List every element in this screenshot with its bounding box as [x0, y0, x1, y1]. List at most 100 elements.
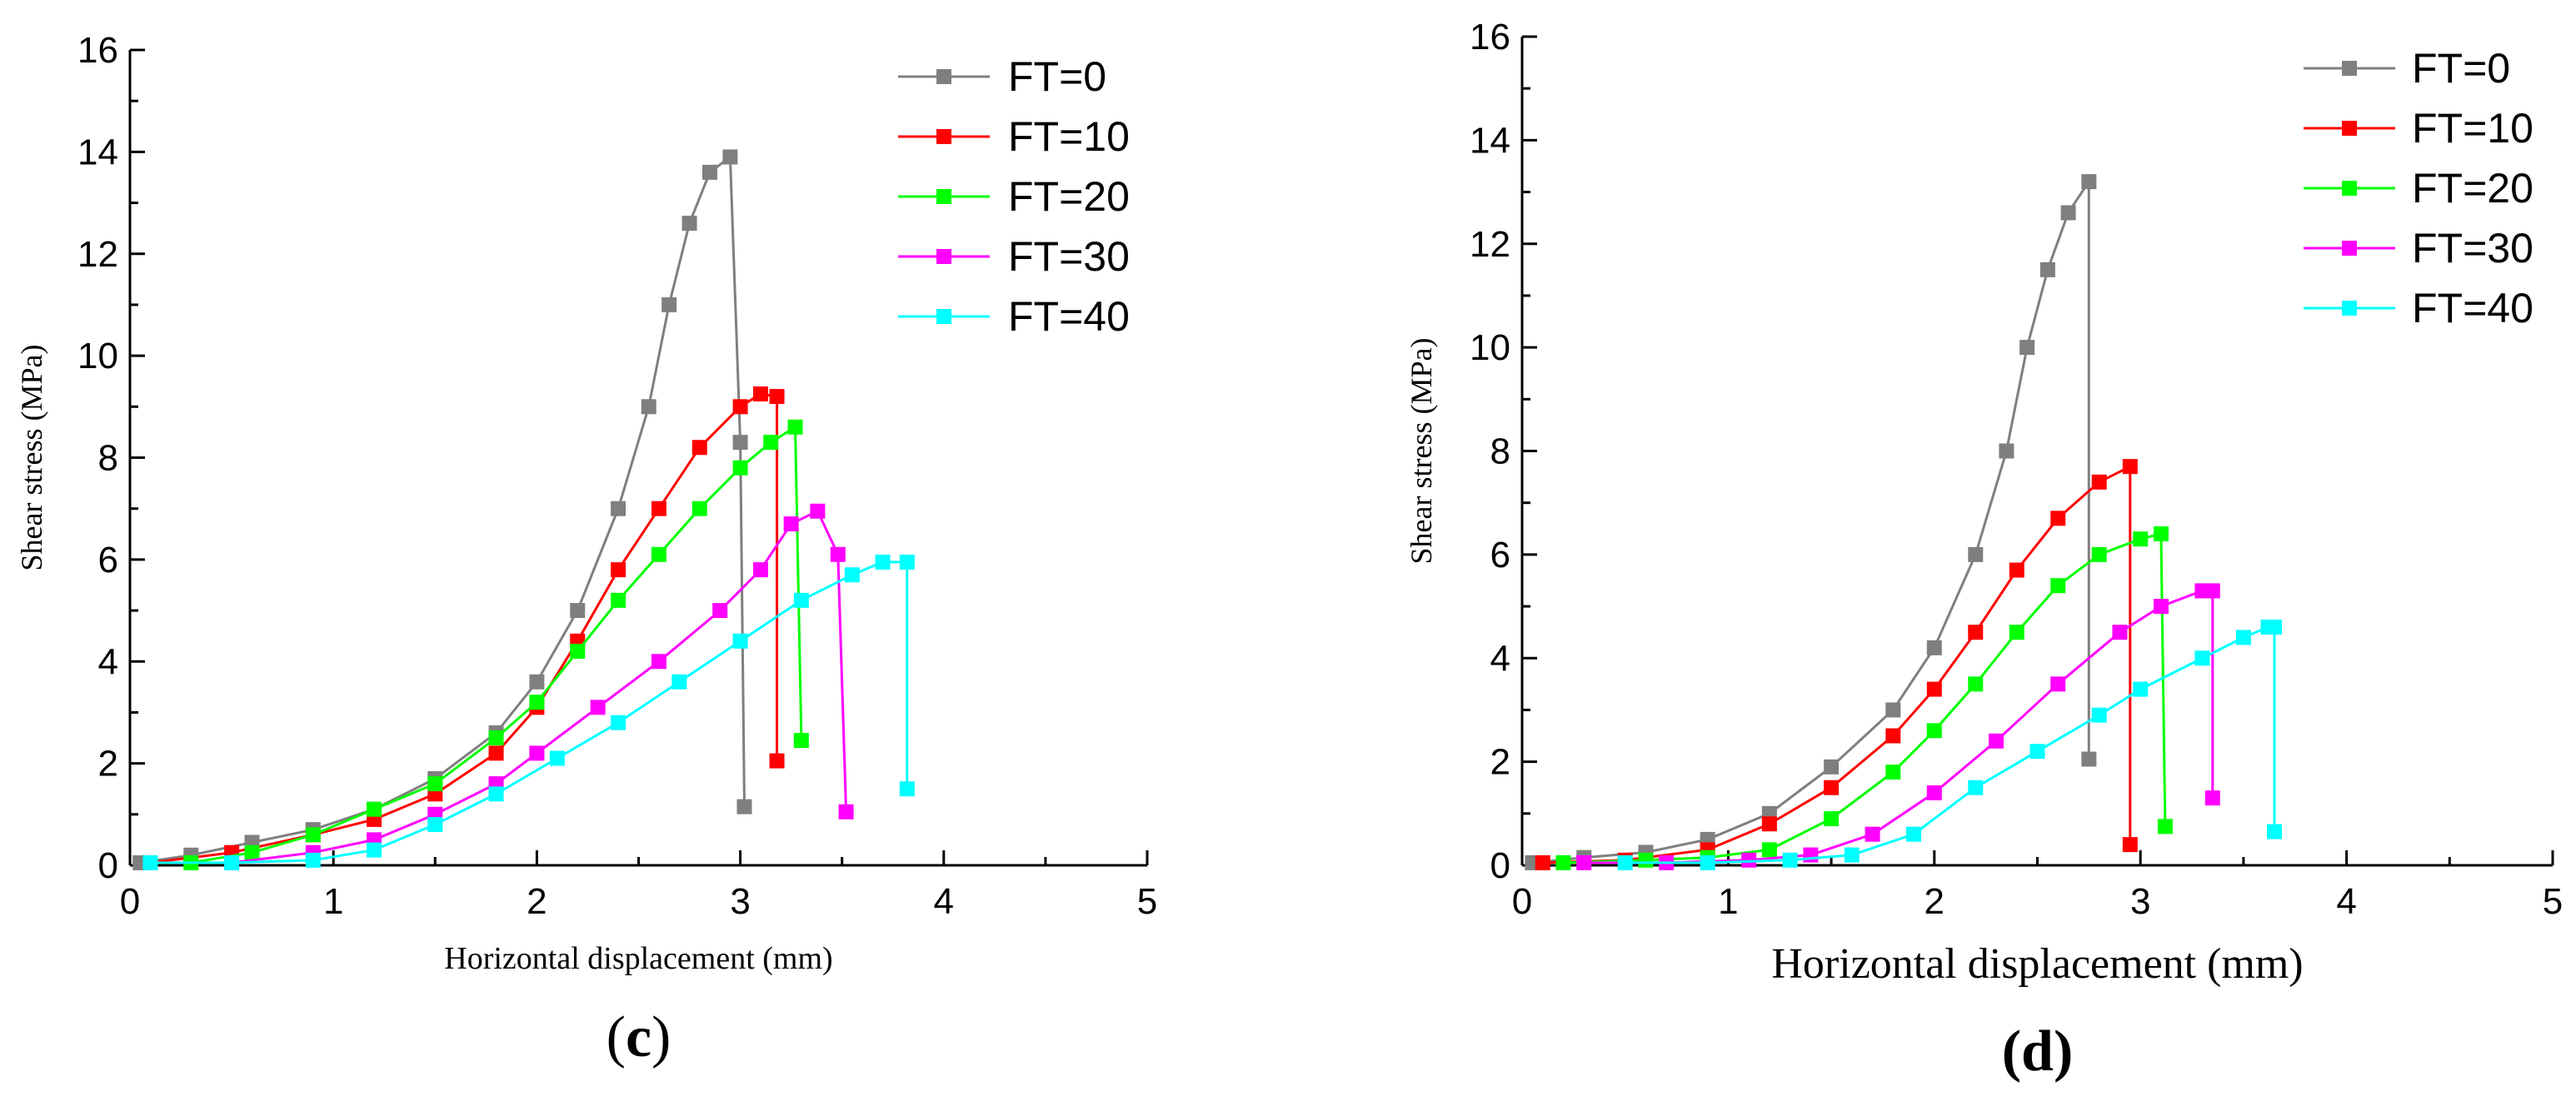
legend-marker: [936, 189, 951, 204]
data-point: [661, 296, 677, 312]
data-point: [651, 654, 666, 670]
data-point: [1926, 723, 1942, 739]
legend-label: FT=0: [2412, 45, 2510, 92]
series-ft-10: [1535, 459, 2138, 870]
data-point: [736, 799, 752, 815]
data-point: [488, 745, 504, 761]
data-point: [367, 801, 382, 817]
data-point: [2019, 340, 2035, 356]
panel-label-letter: d: [2021, 1019, 2054, 1084]
data-point: [2157, 819, 2173, 834]
data-point: [1885, 765, 1901, 780]
y-tick-label: 12: [77, 234, 118, 275]
data-point: [142, 854, 158, 870]
series-line: [1542, 464, 2132, 864]
y-tick-label: 16: [77, 30, 118, 71]
data-point: [671, 674, 687, 690]
data-point: [732, 460, 748, 476]
data-point: [787, 419, 803, 435]
data-point: [1999, 443, 2014, 459]
data-point: [1824, 759, 1840, 775]
data-point: [641, 399, 656, 415]
data-point: [2081, 751, 2097, 767]
data-point: [2091, 546, 2107, 562]
x-tick-label: 5: [2543, 881, 2563, 922]
data-point: [1803, 847, 1819, 863]
legend-label: FT=0: [1008, 53, 1106, 100]
data-point: [2267, 824, 2283, 839]
data-point: [2194, 650, 2210, 666]
data-point: [1638, 852, 1654, 868]
data-point: [875, 554, 891, 570]
data-point: [793, 733, 809, 749]
data-point: [1968, 546, 1984, 562]
x-axis-label: Horizontal displacement (mm): [1771, 940, 2303, 988]
data-point: [701, 164, 717, 180]
y-tick-label: 6: [98, 540, 118, 580]
legend-marker: [936, 309, 951, 324]
legend-marker: [2342, 61, 2357, 76]
data-point: [1906, 826, 1922, 842]
x-tick-label: 1: [1718, 881, 1738, 922]
data-point: [590, 700, 606, 715]
data-point: [2050, 578, 2066, 594]
data-point: [529, 745, 545, 761]
data-point: [1535, 854, 1550, 870]
series-line: [1563, 532, 2167, 864]
series-ft-10: [142, 386, 785, 870]
data-point: [1824, 811, 1840, 827]
series-ft-20: [1555, 526, 2173, 870]
panel-label: (c): [607, 1005, 671, 1069]
data-point: [712, 603, 728, 619]
data-point: [1576, 854, 1592, 870]
data-point: [224, 854, 240, 870]
data-point: [753, 562, 769, 578]
y-tick-label: 12: [1470, 224, 1510, 265]
x-tick-label: 0: [1512, 881, 1532, 922]
data-point: [2153, 599, 2169, 615]
data-point: [2081, 174, 2097, 190]
legend-label: FT=40: [2412, 285, 2534, 331]
data-point: [2009, 625, 2024, 640]
data-point: [529, 695, 545, 710]
data-point: [830, 546, 846, 562]
data-point: [1865, 826, 1880, 842]
data-point: [2122, 837, 2138, 853]
x-axis-label: Horizontal displacement (mm): [444, 941, 832, 976]
series-ft-40: [142, 554, 915, 870]
data-point: [1555, 854, 1571, 870]
data-point: [2091, 474, 2107, 490]
data-point: [1824, 780, 1840, 795]
data-point: [427, 817, 443, 833]
legend-label: FT=30: [1008, 233, 1130, 280]
y-tick-label: 14: [1470, 120, 1510, 161]
legend-label: FT=30: [2412, 225, 2534, 272]
data-point: [427, 776, 443, 792]
data-point: [810, 503, 826, 519]
data-point: [2060, 205, 2076, 221]
data-point: [244, 844, 260, 860]
panel-label-close: ): [651, 1005, 671, 1069]
legend-marker: [2342, 301, 2357, 316]
data-point: [570, 644, 586, 660]
data-point: [722, 149, 738, 165]
data-point: [2112, 625, 2128, 640]
data-point: [769, 389, 785, 405]
data-point: [753, 386, 769, 402]
x-tick-label: 3: [730, 881, 750, 922]
data-point: [367, 842, 382, 858]
y-tick-label: 2: [98, 744, 118, 785]
y-tick-label: 10: [1470, 327, 1510, 368]
data-point: [1617, 854, 1633, 870]
x-tick-label: 3: [2130, 881, 2150, 922]
y-tick-label: 8: [98, 438, 118, 479]
y-tick-label: 16: [1470, 17, 1510, 57]
data-point: [763, 435, 779, 451]
data-point: [305, 827, 321, 843]
legend-marker: [2342, 121, 2357, 136]
data-point: [769, 753, 785, 769]
data-point: [2133, 681, 2149, 697]
x-tick-label: 4: [934, 881, 954, 922]
data-point: [783, 516, 799, 532]
